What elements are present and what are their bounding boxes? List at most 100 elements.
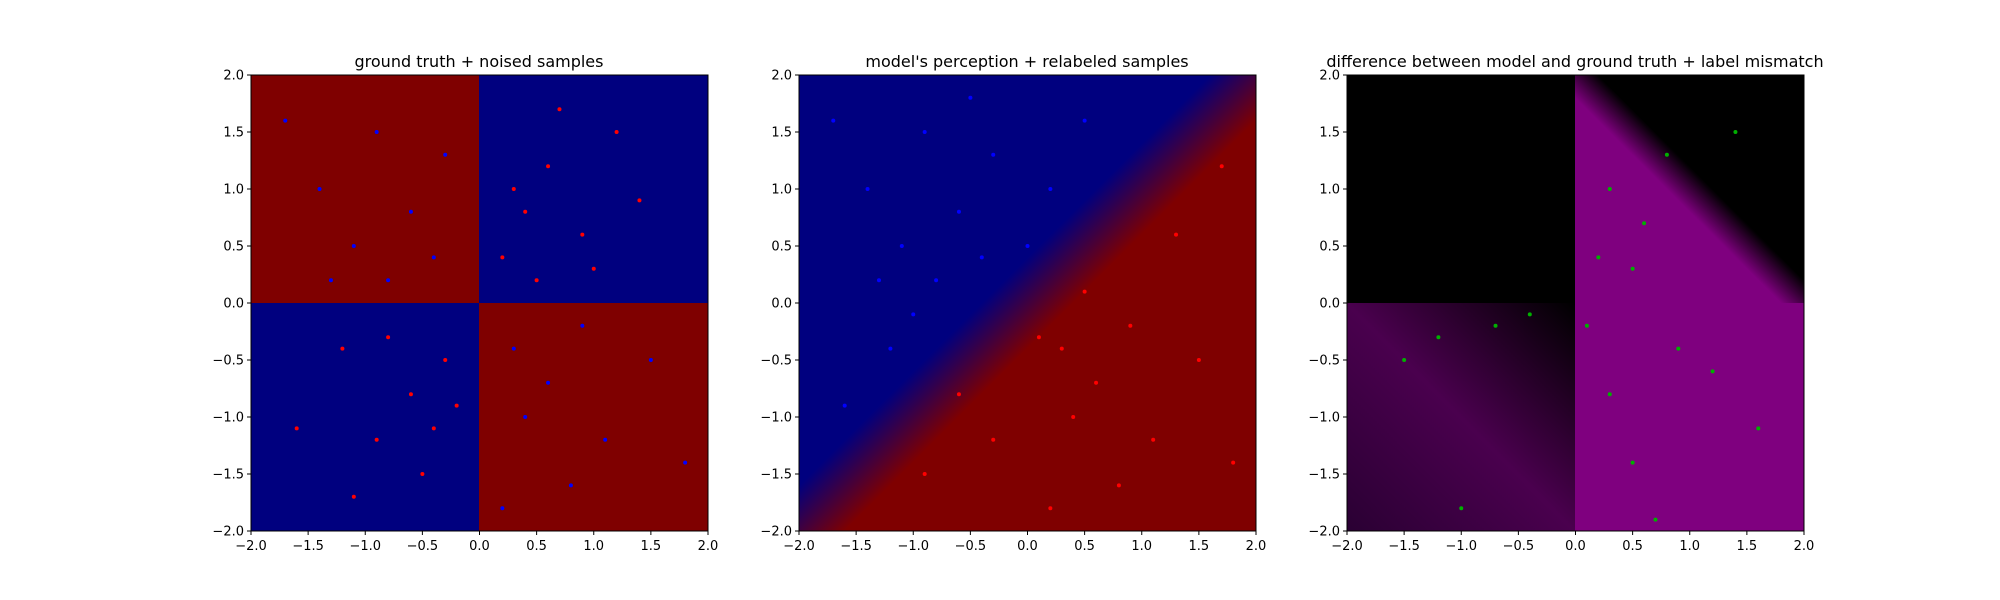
x-tick-label: 2.0 (1794, 539, 1815, 554)
data-point (317, 187, 322, 191)
data-point (1630, 460, 1635, 465)
x-tick-label: 0.0 (1017, 539, 1038, 554)
y-tick-label: 1.0 (1319, 183, 1340, 198)
quadrant-top-left (251, 75, 479, 303)
data-point (546, 164, 551, 169)
data-point (922, 472, 927, 476)
y-tick-label: 0.0 (771, 297, 792, 312)
data-point (1436, 335, 1441, 340)
data-point (603, 437, 608, 442)
y-tick-label: 1.5 (223, 126, 244, 141)
x-tick-label: 1.0 (1131, 539, 1152, 554)
data-point (1459, 506, 1464, 511)
y-tick-label: 0.5 (223, 240, 244, 255)
y-tick-label: −1.5 (1308, 468, 1340, 483)
x-tick-label: −2.0 (1331, 539, 1363, 554)
data-points (1402, 130, 1761, 522)
data-point (580, 323, 585, 328)
y-tick-label: 2.0 (1319, 69, 1340, 84)
y-tick-label: 0.0 (223, 297, 244, 312)
quadrant-bottom-right (479, 303, 708, 531)
y-tick-label: −2.0 (760, 525, 792, 540)
x-tick-label: −1.0 (349, 539, 381, 554)
x-axis: −2.0 −1.5 −1.0 −0.5 0.0 0.5 1.0 1.5 2.0 (1331, 531, 1814, 554)
y-tick-label: 1.0 (771, 183, 792, 198)
x-tick-label: −2.0 (235, 539, 267, 554)
y-tick-label: −2.0 (212, 525, 244, 540)
panel-title: difference between model and ground trut… (1326, 52, 1823, 71)
data-point (1231, 460, 1236, 465)
quadrant-bottom-right (1575, 303, 1804, 531)
data-point (431, 426, 436, 431)
data-point (1733, 130, 1738, 134)
data-point (328, 278, 333, 283)
data-point (1630, 266, 1635, 271)
data-point (283, 118, 288, 123)
x-axis: −2.0 −1.5 −1.0 −0.5 0.0 0.5 1.0 1.5 2.0 (235, 531, 718, 554)
data-point (865, 187, 870, 191)
data-point (351, 494, 356, 499)
y-tick-label: −0.5 (760, 354, 792, 369)
data-point (1048, 506, 1053, 511)
data-point (500, 506, 505, 511)
data-point (842, 403, 847, 408)
y-axis: −2.0 −1.5 −1.0 −0.5 0.0 0.5 1.0 1.5 2.0 (760, 69, 799, 540)
data-point (511, 187, 516, 191)
x-tick-label: −1.5 (1388, 539, 1420, 554)
data-point (1071, 415, 1076, 419)
data-point (386, 335, 391, 340)
data-point (1048, 187, 1053, 191)
x-tick-label: −1.0 (1445, 539, 1477, 554)
data-point (523, 209, 528, 214)
y-tick-label: −2.0 (1308, 525, 1340, 540)
y-tick-label: −1.5 (212, 468, 244, 483)
panel-ground-truth: ground truth + noised samples −2.0 −1.5 −1… (212, 52, 718, 554)
data-point (580, 232, 585, 237)
data-point (408, 209, 413, 214)
x-tick-label: −0.5 (1503, 539, 1535, 554)
data-point (956, 209, 961, 214)
x-tick-label: 1.0 (583, 539, 604, 554)
x-tick-label: 0.5 (1622, 539, 1643, 554)
x-tick-label: −1.0 (897, 539, 929, 554)
panel-title: ground truth + noised samples (355, 52, 604, 71)
y-tick-label: 2.0 (771, 69, 792, 84)
data-point (1059, 346, 1064, 351)
data-point (1151, 437, 1156, 442)
y-tick-label: 2.0 (223, 69, 244, 84)
y-tick-label: −0.5 (1308, 354, 1340, 369)
x-tick-label: 0.5 (1074, 539, 1095, 554)
data-point (911, 312, 916, 317)
quadrant-top-right (479, 75, 708, 303)
data-point (1493, 323, 1498, 328)
data-point (408, 392, 413, 397)
data-point (614, 130, 619, 134)
data-point (1664, 152, 1669, 157)
data-point (1596, 255, 1601, 260)
data-point (1642, 221, 1647, 226)
region-background (251, 75, 708, 531)
quadrant-top-right (1575, 75, 1804, 303)
x-tick-label: −0.5 (955, 539, 987, 554)
data-point (991, 437, 996, 442)
y-tick-label: 1.5 (1319, 126, 1340, 141)
quadrant-top-left (1347, 75, 1575, 303)
data-point (968, 95, 973, 100)
data-point (1196, 358, 1201, 362)
data-point (1402, 358, 1407, 362)
data-point (420, 472, 425, 476)
y-tick-label: −1.5 (760, 468, 792, 483)
data-point (523, 415, 528, 419)
data-point (1653, 517, 1658, 522)
x-tick-label: 1.5 (641, 539, 662, 554)
panel-model-perception: model's perception + relabeled samples −… (760, 52, 1266, 554)
panel-title: model's perception + relabeled samples (865, 52, 1188, 71)
y-tick-label: −0.5 (212, 354, 244, 369)
data-point (340, 346, 345, 351)
data-points (283, 107, 688, 511)
data-point (1710, 369, 1715, 374)
data-point (1607, 392, 1612, 397)
quadrant-bottom-left (251, 303, 479, 531)
x-tick-label: −0.5 (407, 539, 439, 554)
